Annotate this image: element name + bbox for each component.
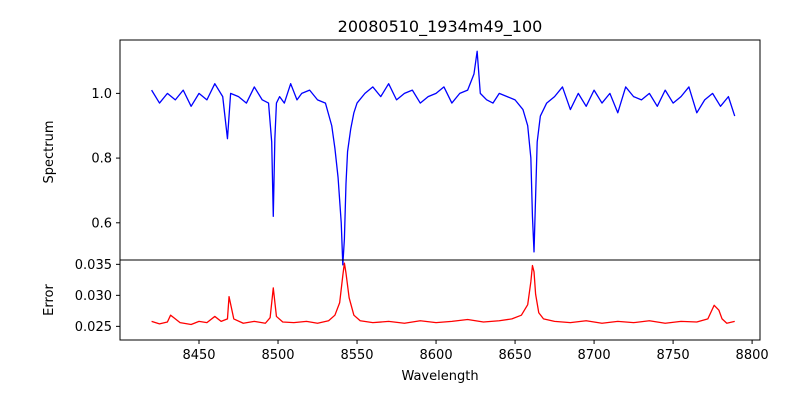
x-tick-label: 8650	[499, 348, 532, 363]
spectrum-axis-title: Spectrum	[42, 121, 57, 184]
x-tick-label: 8700	[578, 348, 611, 363]
error-y-tick-label: 0.025	[75, 320, 112, 335]
x-tick-label: 8800	[736, 348, 769, 363]
x-axis-title: Wavelength	[401, 369, 478, 384]
error-plot-frame	[119, 259, 761, 341]
spectrum-plot-frame	[119, 39, 761, 261]
x-tick-label: 8450	[182, 348, 215, 363]
x-tick-label: 8750	[657, 348, 690, 363]
spectrum-series-line	[151, 50, 736, 266]
spectrum-y-tick-label: 1.0	[91, 87, 112, 102]
spectrum-y-tick-label: 0.6	[91, 216, 112, 231]
error-axis-title: Error	[42, 284, 57, 316]
x-tick-label: 8550	[340, 348, 373, 363]
chart-title: 20080510_1934m49_100	[338, 17, 543, 37]
error-y-tick-label: 0.030	[75, 289, 112, 304]
error-y-tick-label: 0.035	[75, 258, 112, 273]
x-tick-label: 8600	[420, 348, 453, 363]
x-tick-label: 8500	[261, 348, 294, 363]
error-series-line	[151, 262, 735, 326]
spectrum-y-tick-label: 0.8	[91, 152, 112, 167]
